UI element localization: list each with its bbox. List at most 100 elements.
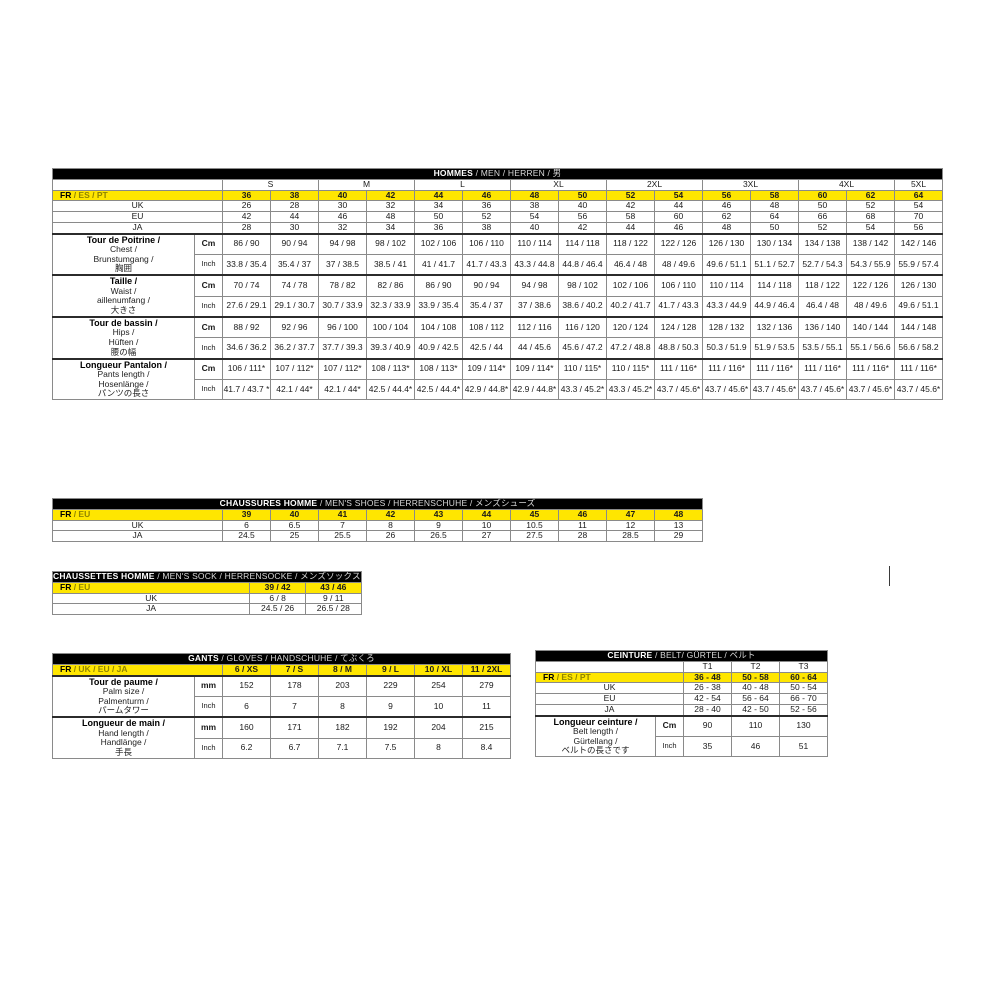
- row-label-uk: UK: [535, 682, 684, 695]
- socks-size-row: JA 24.5 / 26 26.5 / 28: [51, 603, 362, 616]
- gloves-m1-unit-inch: Inch: [194, 737, 223, 759]
- belt-banner: CEINTURE / BELT/ GÜRTEL / ベルト: [535, 650, 828, 662]
- belt-size-cell: 60 - 64: [779, 671, 828, 684]
- men-m2-value-primary: 92 / 96: [270, 315, 319, 339]
- shoes-size-cell: 11: [558, 519, 607, 532]
- men-group-header: S: [222, 178, 319, 191]
- row-label-eu: EU: [52, 211, 223, 223]
- men-m3-label: Longueur Pantalon / Pants length / Hosenlä…: [52, 357, 195, 401]
- men-m2-value-inch: 36.2 / 37.7: [270, 337, 319, 360]
- socks-size-cell: 6 / 8: [249, 592, 306, 605]
- belt-size-row: UK 26 - 38 40 - 48 50 - 54: [535, 682, 828, 695]
- men-m0-value-inch: 51.1 / 52.7: [750, 253, 799, 276]
- men-m0-inch-row: Inch 33.8 / 35.4 35.4 / 37 37 / 38.5 38.5 / …: [53, 253, 943, 276]
- men-m2-value-inch: 48.8 / 50.3: [654, 337, 703, 360]
- men-m1-value-inch: 46.4 / 48: [798, 295, 847, 318]
- page-edge-marker: [889, 566, 890, 586]
- men-m1-label-ja: 大きさ: [110, 305, 137, 316]
- men-m2-value-inch: 56.6 / 58.2: [894, 337, 943, 360]
- men-m2-value-primary: 128 / 132: [702, 315, 751, 339]
- men-m1-value-inch: 44.9 / 46.4: [750, 295, 799, 318]
- men-size-cell: 58: [606, 211, 655, 223]
- row-label-primary: UK: [603, 682, 616, 693]
- row-label-uk: UK: [52, 200, 223, 213]
- men-m1-value-inch: 33.9 / 35.4: [414, 295, 463, 318]
- men-size-cell: 60: [654, 211, 703, 223]
- gloves-m1-value-inch: 6.2: [222, 737, 271, 759]
- shoes-size-cell: 27.5: [510, 530, 559, 543]
- men-m3-value-primary: 111 / 116*: [894, 357, 943, 381]
- shoes-size-cell: 28.5: [606, 530, 655, 543]
- belt-size-cell: 26 - 38: [683, 682, 732, 695]
- men-m0-value-inch: 41 / 41.7: [414, 253, 463, 276]
- men-m0-value-primary: 130 / 134: [750, 232, 799, 255]
- gloves-m0-unit-primary: mm: [194, 674, 223, 697]
- belt-m0-inch-row: Inch 35 46 51: [536, 736, 828, 758]
- men-m2-label-de: Hüften /: [108, 336, 139, 347]
- men-size-cell: 52: [798, 221, 847, 235]
- shoes-size-row: JA 24.5 25 25.5 26 26.5 27 27.5 28 28.5 29: [52, 530, 703, 543]
- belt-m0-value-inch: 46: [731, 736, 780, 758]
- men-size-cell: 30: [318, 200, 367, 213]
- men-m0-cm-row: Tour de Poitrine / Chest / Brunstumgang / 胸…: [52, 232, 943, 276]
- belt-size-cell: 42 - 54: [683, 693, 732, 705]
- gloves-m0-value-primary: 152: [222, 674, 271, 697]
- shoes-banner-subtitle: / MEN'S SHOES / HERRENSCHUHE / メンズシューズ: [317, 498, 536, 508]
- shoes-size-cell: 10: [462, 519, 511, 532]
- men-banner-subtitle: / MEN / HERREN / 男: [473, 168, 562, 178]
- men-size-cell: 28: [270, 200, 319, 213]
- shoes-size-table: CHAUSSURES HOMME / MEN'S SHOES / HERRENS…: [52, 498, 703, 543]
- men-m3-value-inch: 42.1 / 44*: [270, 379, 319, 401]
- men-m3-value-inch: 41.7 / 43.7 *: [222, 379, 271, 401]
- belt-group-header-row: T1 T2 T3: [535, 660, 828, 673]
- gloves-m1-value-primary: 215: [462, 716, 511, 739]
- belt-banner-title: CEINTURE: [607, 650, 653, 660]
- men-size-cell: 42: [606, 200, 655, 213]
- gloves-banner: GANTS / GLOVES / HANDSCHUHE / てぶくろ: [52, 653, 511, 665]
- men-size-cell: 58: [750, 189, 799, 202]
- men-m0-value-inch: 35.4 / 37: [270, 253, 319, 276]
- belt-size-row: EU 42 - 54 56 - 64 66 - 70: [535, 693, 828, 705]
- row-label-secondary: / UK / EU / JA: [71, 663, 128, 674]
- men-m0-value-primary: 94 / 98: [318, 232, 367, 255]
- gloves-m0-value-primary: 254: [414, 674, 463, 697]
- men-m0-value-primary: 90 / 94: [270, 232, 319, 255]
- gloves-m0-label-de: Palmenturm /: [98, 695, 149, 706]
- men-banner-row: HOMMES / MEN / HERREN / 男: [52, 168, 943, 180]
- men-m3-unit-primary: Cm: [194, 357, 223, 381]
- gloves-m1-label-de: Handlänge /: [100, 737, 147, 748]
- gloves-size-cell: 10 / XL: [414, 663, 463, 677]
- shoes-size-cell: 29: [654, 530, 703, 543]
- men-m0-value-inch: 52.7 / 54.3: [798, 253, 847, 276]
- men-m2-value-primary: 140 / 144: [846, 315, 895, 339]
- row-label-uk: UK: [51, 592, 251, 605]
- men-size-row: UK 26 28 30 32 34 36 38 40 42 44 46 48 50 52 54: [52, 200, 943, 213]
- men-m1-label-fr: Taille /: [109, 276, 138, 287]
- men-group-header-blank: [52, 178, 223, 191]
- men-size-cell: 50: [558, 189, 607, 202]
- gloves-m1-value-inch: 7.5: [366, 737, 415, 759]
- shoes-size-cell: 13: [654, 519, 703, 532]
- men-m3-value-inch: 42.9 / 44.8*: [462, 379, 511, 401]
- gloves-m0-label: Tour de paume / Palm size / Palmenturm / パー…: [52, 674, 195, 718]
- men-m3-value-primary: 111 / 116*: [846, 357, 895, 381]
- men-m1-inch-row: Inch 27.6 / 29.1 29.1 / 30.7 30.7 / 33.9 32.…: [53, 295, 943, 318]
- shoes-size-cell: 48: [654, 508, 703, 521]
- men-group-header: XL: [510, 178, 607, 191]
- men-m0-value-inch: 41.7 / 43.3: [462, 253, 511, 276]
- men-banner-title: HOMMES: [433, 168, 474, 178]
- men-m2-value-primary: 132 / 136: [750, 315, 799, 339]
- men-m1-value-inch: 35.4 / 37: [462, 295, 511, 318]
- shoes-size-cell: 6.5: [270, 519, 319, 532]
- gloves-banner-row: GANTS / GLOVES / HANDSCHUHE / てぶくろ: [52, 653, 511, 665]
- row-label-primary: UK: [131, 200, 144, 211]
- gloves-table-wrap: GANTS / GLOVES / HANDSCHUHE / てぶくろ FR / U…: [52, 653, 511, 759]
- men-size-cell: 42: [222, 211, 271, 223]
- men-m1-value-primary: 90 / 94: [462, 274, 511, 297]
- men-size-cell: 66: [798, 211, 847, 223]
- men-m3-cm-row: Longueur Pantalon / Pants length / Hosenlä…: [52, 357, 943, 401]
- men-m3-value-inch: 42.9 / 44.8*: [510, 379, 559, 401]
- shoes-size-cell: 25: [270, 530, 319, 543]
